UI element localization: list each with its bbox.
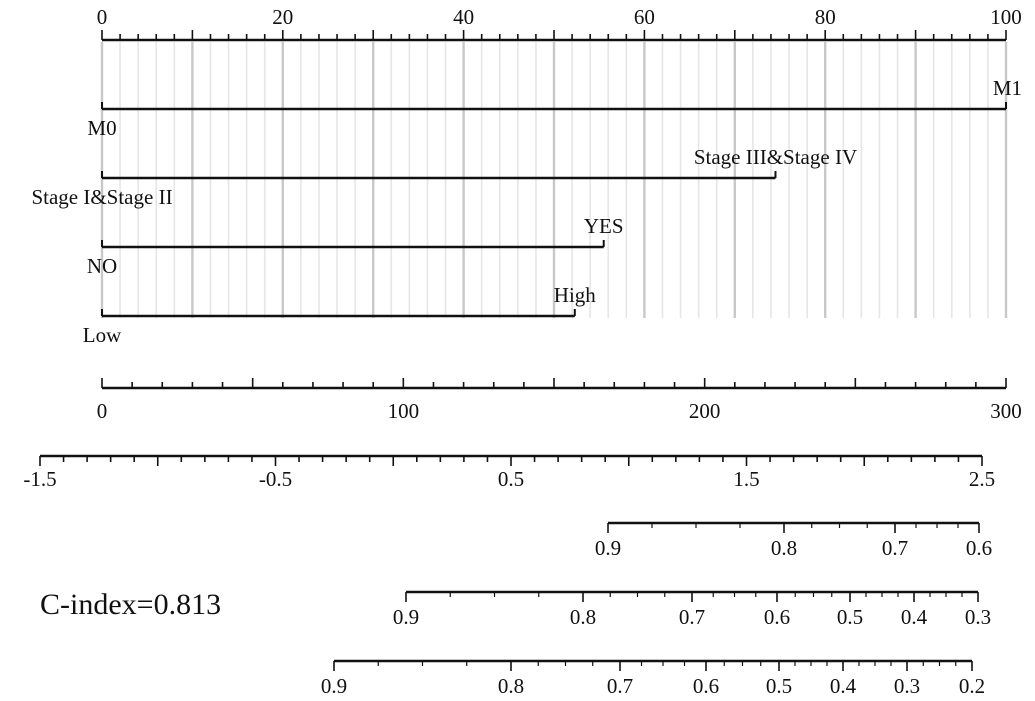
prob-1-tick-label: 0.8 <box>771 536 797 560</box>
prob-3-tick-label: 0.7 <box>607 674 633 698</box>
prob-3-tick-label: 0.4 <box>830 674 857 698</box>
grade-high-label: High <box>554 283 597 307</box>
prob-2-tick-label: 0.6 <box>764 605 790 629</box>
predictor-lines <box>101 102 1007 318</box>
prob-1-tick-label: 0.9 <box>595 536 621 560</box>
total-points-tick-label: 300 <box>990 399 1022 423</box>
points-tick-label: 40 <box>453 5 474 29</box>
linear-predictor-tick-label: -0.5 <box>259 467 292 491</box>
axes: 0 20 40 60 80 100 0 100 200 300 -1.5 -0.5 0.5 1.5 2.5 0… <box>23 5 1021 698</box>
linear-predictor-tick-label: 2.5 <box>969 467 995 491</box>
prob-3-tick-label: 0.2 <box>959 674 985 698</box>
points-tick-label: 80 <box>815 5 836 29</box>
points-tick-label: 100 <box>990 5 1022 29</box>
vertical-grid <box>100 42 1008 318</box>
prob-3-tick-label: 0.6 <box>693 674 719 698</box>
prob-1-tick-label: 0.6 <box>966 536 992 560</box>
points-tick-label: 20 <box>272 5 293 29</box>
binary-high-label: YES <box>584 214 624 238</box>
prob-2-tick-label: 0.8 <box>570 605 596 629</box>
points-tick-label: 60 <box>634 5 655 29</box>
tnm-stage-low-label: Stage I&Stage II <box>31 185 172 209</box>
prob-3-tick-label: 0.8 <box>498 674 524 698</box>
prob-2-tick-label: 0.5 <box>837 605 863 629</box>
linear-predictor-tick-label: -1.5 <box>23 467 56 491</box>
binary-low-label: NO <box>87 254 117 278</box>
prob-3-tick-label: 0.5 <box>766 674 792 698</box>
c-index-label: C-index=0.813 <box>40 588 221 621</box>
prob-2-tick-label: 0.7 <box>679 605 705 629</box>
linear-predictor-tick-label: 1.5 <box>733 467 759 491</box>
total-points-tick-label: 100 <box>388 399 420 423</box>
prob-3-tick-label: 0.9 <box>321 674 347 698</box>
total-points-tick-label: 200 <box>689 399 721 423</box>
m-stage-high-label: M1 <box>993 76 1022 100</box>
linear-predictor-tick-label: 0.5 <box>498 467 524 491</box>
labels: M0 M1 Stage I&Stage II Stage III&Stage IV NO… <box>31 76 1022 347</box>
points-tick-label: 0 <box>97 5 108 29</box>
prob-1-tick-label: 0.7 <box>882 536 908 560</box>
prob-2-tick-label: 0.3 <box>965 605 991 629</box>
tnm-stage-high-label: Stage III&Stage IV <box>694 145 857 169</box>
grade-low-label: Low <box>83 323 122 347</box>
m-stage-low-label: M0 <box>87 116 116 140</box>
prob-2-tick-label: 0.4 <box>901 605 928 629</box>
prob-3-tick-label: 0.3 <box>894 674 920 698</box>
total-points-tick-label: 0 <box>97 399 108 423</box>
prob-2-tick-label: 0.9 <box>393 605 419 629</box>
